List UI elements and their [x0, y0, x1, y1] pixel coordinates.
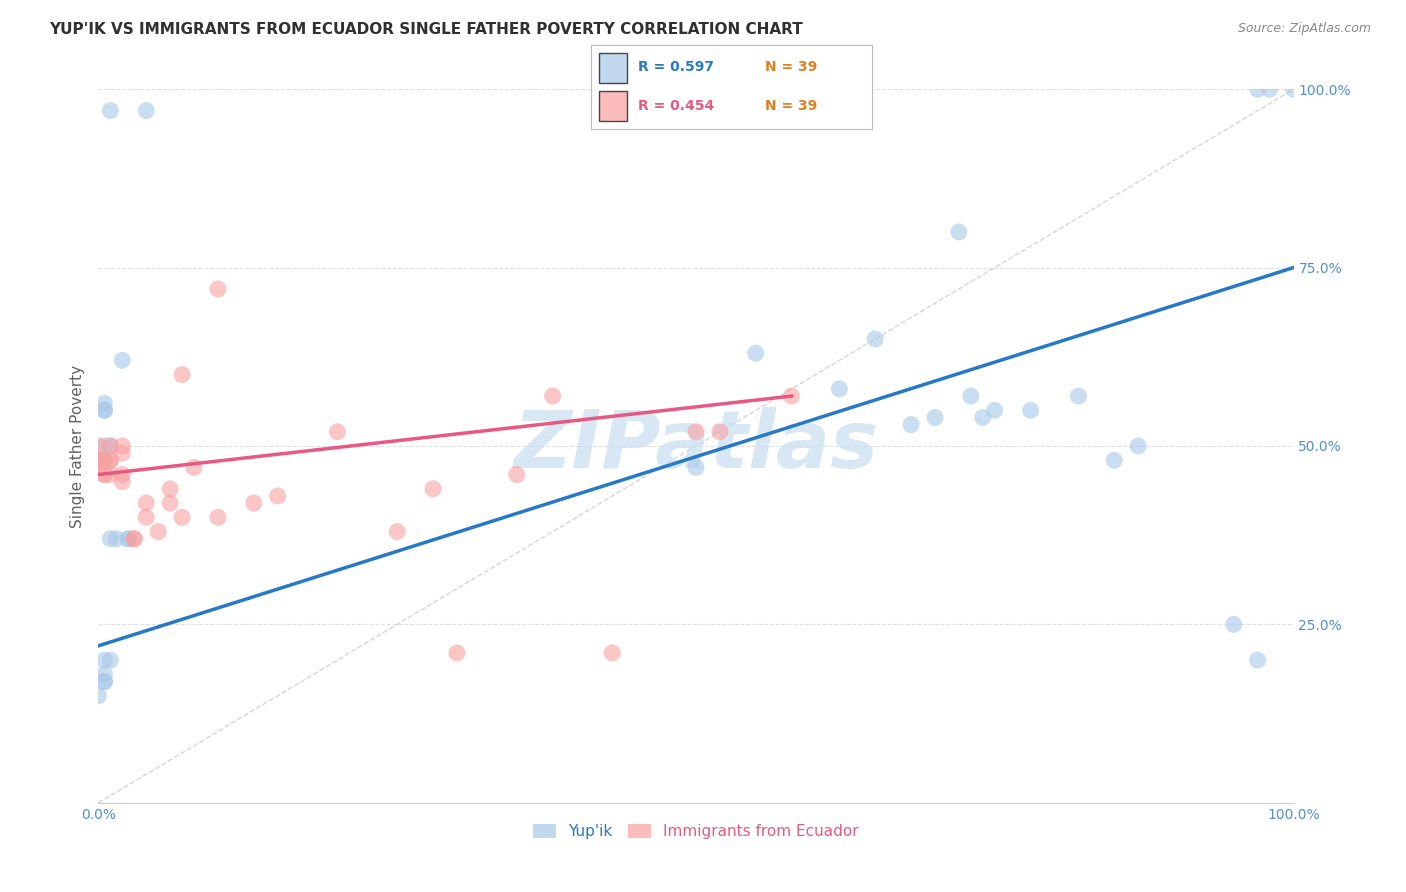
Point — [924, 410, 946, 425]
Point — [172, 368, 194, 382]
Point — [98, 439, 122, 453]
Point — [159, 496, 181, 510]
Point — [98, 467, 122, 482]
Point — [111, 475, 134, 489]
Point — [135, 103, 157, 118]
Point — [960, 389, 983, 403]
Point — [602, 646, 624, 660]
Point — [1258, 82, 1281, 96]
Text: R = 0.454: R = 0.454 — [638, 99, 714, 112]
Point — [422, 482, 444, 496]
Point — [1223, 617, 1246, 632]
Text: N = 39: N = 39 — [765, 61, 817, 74]
Point — [98, 453, 122, 467]
Point — [93, 667, 115, 681]
Point — [87, 453, 110, 467]
Point — [172, 510, 194, 524]
Point — [685, 460, 707, 475]
Point — [1282, 82, 1305, 96]
Point — [780, 389, 803, 403]
Point — [1247, 653, 1270, 667]
Point — [93, 674, 115, 689]
FancyBboxPatch shape — [599, 91, 627, 120]
Point — [900, 417, 922, 432]
Point — [948, 225, 970, 239]
Point — [135, 496, 157, 510]
Point — [93, 396, 115, 410]
Point — [506, 467, 529, 482]
Point — [117, 532, 139, 546]
Point — [1019, 403, 1042, 417]
Point — [117, 532, 139, 546]
Point — [148, 524, 170, 539]
Text: ZIPatlas: ZIPatlas — [513, 407, 879, 485]
Point — [135, 510, 157, 524]
Text: YUP'IK VS IMMIGRANTS FROM ECUADOR SINGLE FATHER POVERTY CORRELATION CHART: YUP'IK VS IMMIGRANTS FROM ECUADOR SINGLE… — [49, 22, 803, 37]
Point — [243, 496, 266, 510]
Point — [207, 282, 229, 296]
Text: Source: ZipAtlas.com: Source: ZipAtlas.com — [1237, 22, 1371, 36]
Point — [865, 332, 887, 346]
Point — [93, 439, 115, 453]
Text: R = 0.597: R = 0.597 — [638, 61, 714, 74]
Point — [98, 439, 122, 453]
Point — [267, 489, 290, 503]
Point — [93, 453, 115, 467]
Point — [93, 674, 115, 689]
Point — [93, 403, 115, 417]
Point — [1067, 389, 1090, 403]
Point — [93, 453, 115, 467]
Point — [745, 346, 768, 360]
Point — [98, 532, 122, 546]
Point — [385, 524, 409, 539]
Point — [93, 467, 115, 482]
Point — [87, 453, 110, 467]
Point — [972, 410, 994, 425]
Point — [446, 646, 468, 660]
Point — [98, 103, 122, 118]
Text: N = 39: N = 39 — [765, 99, 817, 112]
Point — [105, 532, 128, 546]
Point — [111, 353, 134, 368]
Point — [159, 482, 181, 496]
Point — [93, 653, 115, 667]
Point — [98, 653, 122, 667]
Point — [87, 453, 110, 467]
Point — [183, 460, 205, 475]
Point — [87, 439, 110, 453]
Point — [111, 446, 134, 460]
Point — [111, 439, 134, 453]
Point — [709, 425, 731, 439]
Point — [124, 532, 146, 546]
Point — [1104, 453, 1126, 467]
Point — [541, 389, 564, 403]
Point — [93, 467, 115, 482]
Point — [1247, 82, 1270, 96]
Point — [93, 403, 115, 417]
Legend: Yup'ik, Immigrants from Ecuador: Yup'ik, Immigrants from Ecuador — [527, 818, 865, 845]
Point — [828, 382, 851, 396]
Point — [1128, 439, 1150, 453]
Point — [207, 510, 229, 524]
Point — [984, 403, 1007, 417]
Point — [87, 689, 110, 703]
Y-axis label: Single Father Poverty: Single Father Poverty — [69, 365, 84, 527]
FancyBboxPatch shape — [599, 54, 627, 83]
Point — [98, 453, 122, 467]
Point — [124, 532, 146, 546]
Point — [111, 467, 134, 482]
Point — [87, 460, 110, 475]
Point — [326, 425, 349, 439]
Point — [685, 425, 707, 439]
